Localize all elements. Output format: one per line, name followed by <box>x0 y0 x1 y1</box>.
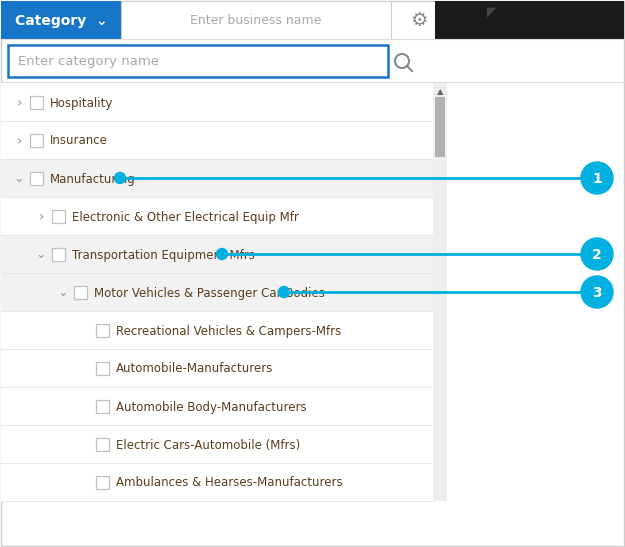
FancyBboxPatch shape <box>1 121 433 159</box>
Text: Electric Cars-Automobile (Mfrs): Electric Cars-Automobile (Mfrs) <box>116 439 300 451</box>
FancyBboxPatch shape <box>433 83 447 501</box>
FancyBboxPatch shape <box>96 438 109 451</box>
FancyBboxPatch shape <box>74 286 87 299</box>
Text: 1: 1 <box>592 172 602 186</box>
FancyBboxPatch shape <box>1 273 433 311</box>
Text: Automobile Body-Manufacturers: Automobile Body-Manufacturers <box>116 400 307 414</box>
FancyBboxPatch shape <box>52 210 65 223</box>
Text: ⌄: ⌄ <box>58 287 68 300</box>
Circle shape <box>581 162 613 194</box>
FancyBboxPatch shape <box>121 1 391 39</box>
FancyBboxPatch shape <box>30 96 43 108</box>
FancyBboxPatch shape <box>1 311 433 349</box>
Text: ⌄: ⌄ <box>14 172 24 185</box>
Text: Ambulances & Hearses-Manufacturers: Ambulances & Hearses-Manufacturers <box>116 476 342 490</box>
Text: Enter business name: Enter business name <box>190 15 322 27</box>
FancyBboxPatch shape <box>1 197 433 235</box>
FancyBboxPatch shape <box>1 83 433 121</box>
Text: ▲: ▲ <box>437 88 443 96</box>
Text: Category  ⌄: Category ⌄ <box>15 14 108 28</box>
FancyBboxPatch shape <box>1 387 433 425</box>
Text: ›: › <box>16 96 22 110</box>
FancyBboxPatch shape <box>1 1 121 39</box>
FancyBboxPatch shape <box>1 159 433 197</box>
Text: ◤: ◤ <box>487 6 496 19</box>
FancyBboxPatch shape <box>435 97 445 157</box>
Text: Enter category name: Enter category name <box>18 55 159 68</box>
FancyBboxPatch shape <box>96 362 109 375</box>
Text: Recreational Vehicles & Campers-Mfrs: Recreational Vehicles & Campers-Mfrs <box>116 324 341 337</box>
Circle shape <box>279 287 289 298</box>
Text: Automobile-Manufacturers: Automobile-Manufacturers <box>116 363 273 375</box>
FancyBboxPatch shape <box>1 425 433 463</box>
FancyBboxPatch shape <box>1 349 433 387</box>
Text: ›: › <box>16 134 22 148</box>
FancyBboxPatch shape <box>30 133 43 147</box>
FancyBboxPatch shape <box>96 323 109 336</box>
FancyBboxPatch shape <box>52 247 65 260</box>
Text: ⌄: ⌄ <box>36 248 46 261</box>
Text: Insurance: Insurance <box>50 135 108 148</box>
Text: Manufacturing: Manufacturing <box>50 172 136 185</box>
Text: 3: 3 <box>592 286 602 300</box>
Circle shape <box>581 238 613 270</box>
Text: ›: › <box>38 210 44 224</box>
Circle shape <box>114 172 126 183</box>
FancyBboxPatch shape <box>1 235 433 273</box>
FancyBboxPatch shape <box>96 475 109 488</box>
Text: Transportation Equipment Mfrs: Transportation Equipment Mfrs <box>72 248 255 261</box>
Text: 2: 2 <box>592 248 602 262</box>
Text: ⚙: ⚙ <box>410 11 428 31</box>
FancyBboxPatch shape <box>30 172 43 184</box>
Text: Hospitality: Hospitality <box>50 96 113 109</box>
FancyBboxPatch shape <box>8 45 388 77</box>
FancyBboxPatch shape <box>96 399 109 412</box>
Circle shape <box>581 276 613 308</box>
Text: Motor Vehicles & Passenger Car Bodies: Motor Vehicles & Passenger Car Bodies <box>94 287 325 300</box>
FancyBboxPatch shape <box>435 1 624 39</box>
Text: Electronic & Other Electrical Equip Mfr: Electronic & Other Electrical Equip Mfr <box>72 211 299 224</box>
Circle shape <box>216 248 227 259</box>
FancyBboxPatch shape <box>1 463 433 501</box>
